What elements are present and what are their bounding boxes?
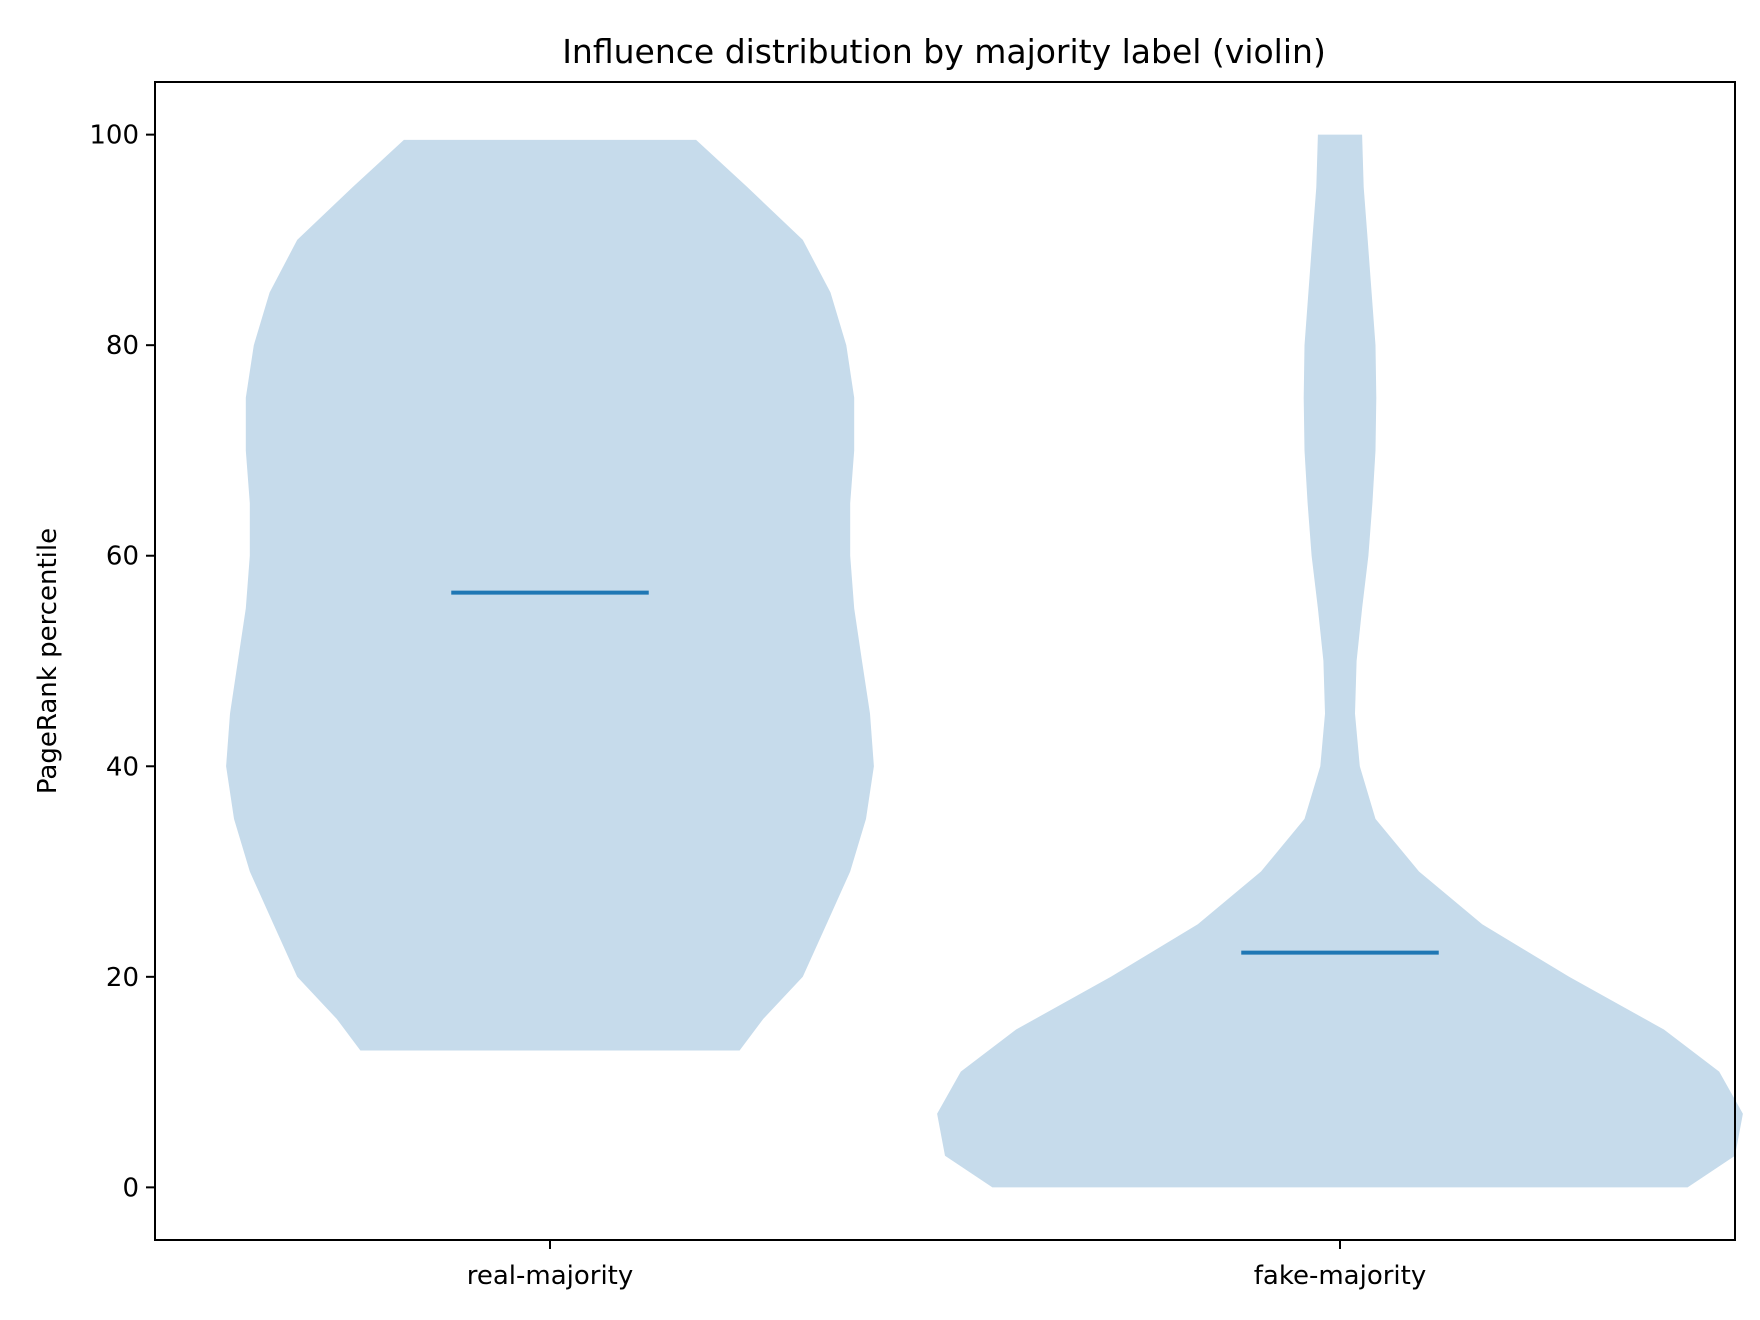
violin-layer [226, 134, 1743, 1188]
plot-area-frame [154, 81, 1736, 1241]
y-tick-label: 40 [106, 752, 139, 782]
y-axis-label: PageRank percentile [33, 528, 63, 794]
x-tick-label-real-majority: real-majority [467, 1261, 634, 1291]
y-tick-label: 80 [106, 331, 139, 361]
y-tick-label: 60 [106, 542, 139, 572]
y-tick-label: 20 [106, 963, 139, 993]
x-axis: real-majority fake-majority [467, 1240, 1426, 1291]
median-layer [451, 590, 1439, 955]
x-tick-label-fake-majority: fake-majority [1254, 1261, 1426, 1291]
y-tick-label: 0 [122, 1173, 139, 1203]
y-axis: 0 20 40 60 80 100 [89, 121, 155, 1203]
violin-body-real-majority [226, 139, 874, 1051]
chart-title: Influence distribution by majority label… [562, 32, 1326, 71]
y-tick-label: 100 [89, 121, 139, 151]
violin-body-fake-majority [937, 134, 1743, 1188]
